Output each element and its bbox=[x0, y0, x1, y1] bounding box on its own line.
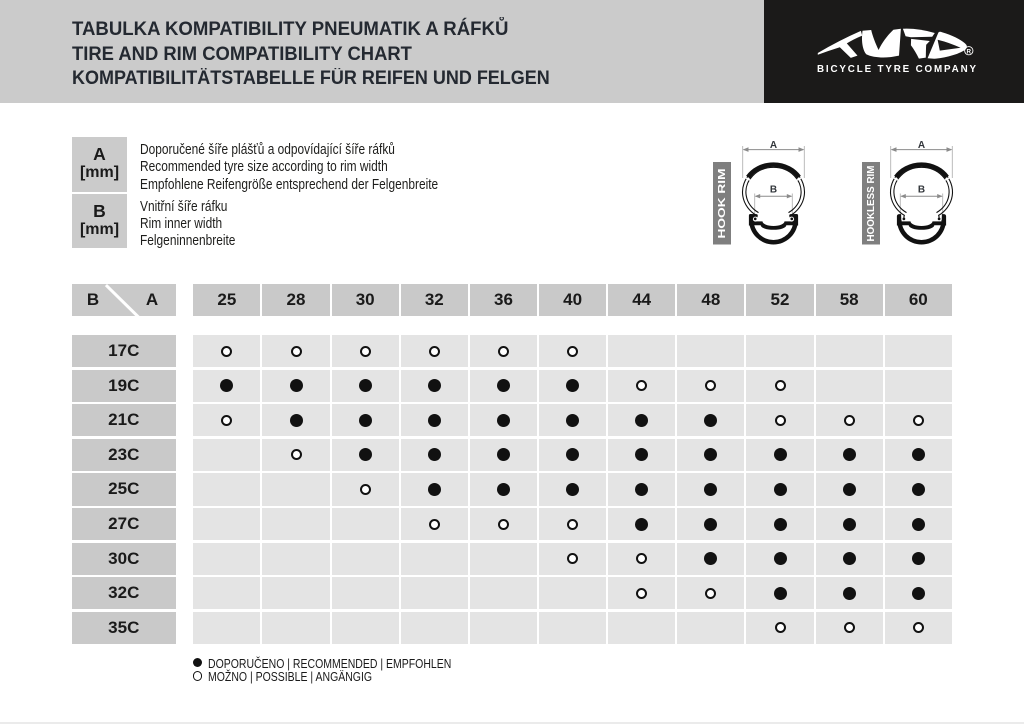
svg-text:HOOKLESS RIM: HOOKLESS RIM bbox=[866, 166, 877, 242]
svg-text:B: B bbox=[770, 185, 777, 196]
svg-text:A: A bbox=[770, 140, 777, 151]
svg-text:A: A bbox=[918, 140, 925, 151]
svg-text:HOOK RIM: HOOK RIM bbox=[717, 169, 728, 239]
svg-text:R: R bbox=[967, 49, 972, 56]
svg-text:B: B bbox=[918, 185, 925, 196]
